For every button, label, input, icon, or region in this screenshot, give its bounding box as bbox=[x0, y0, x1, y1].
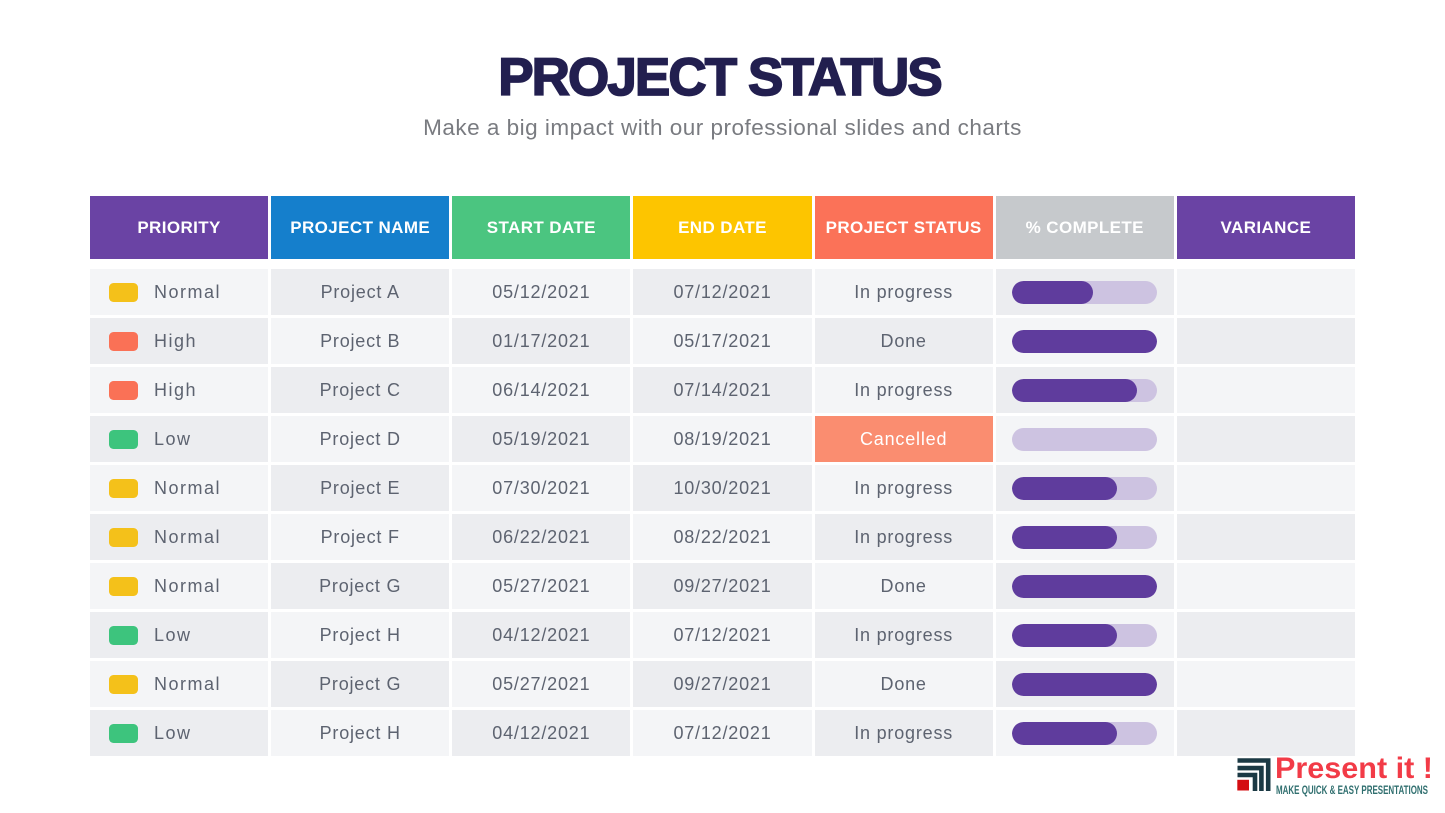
svg-text:Present it !: Present it ! bbox=[1275, 753, 1433, 785]
svg-text:MAKE QUICK & EASY PRESENTATION: MAKE QUICK & EASY PRESENTATIONS bbox=[1276, 785, 1428, 797]
